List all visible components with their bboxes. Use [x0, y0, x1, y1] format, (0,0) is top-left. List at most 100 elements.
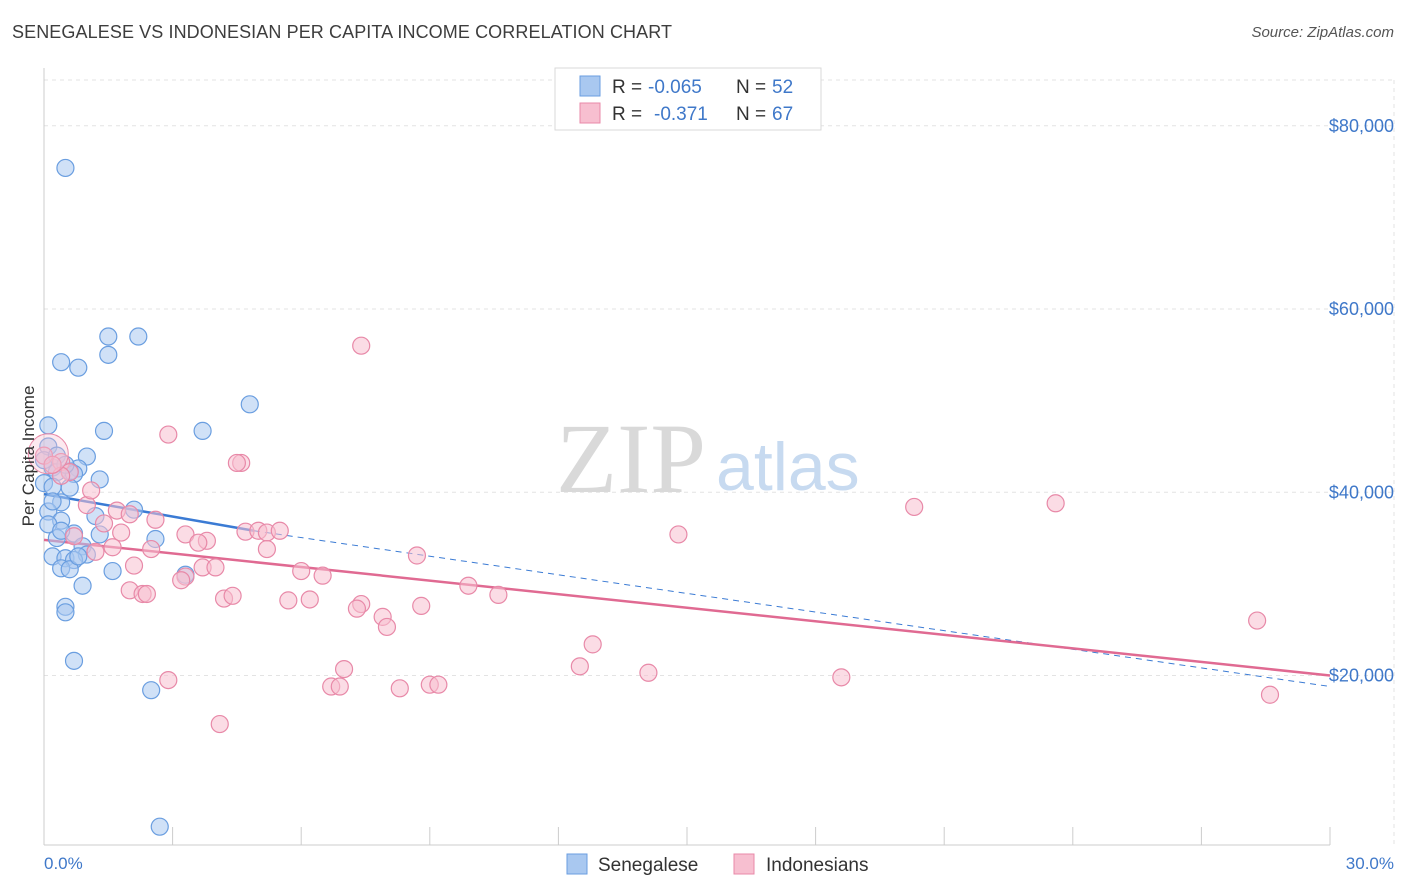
point-senegalese	[52, 353, 71, 372]
point-indonesians	[189, 533, 208, 552]
point-indonesians	[313, 566, 332, 585]
y-tick-labels: $20,000 $40,000 $60,000 $80,000	[1329, 116, 1394, 686]
point-indonesians	[459, 576, 478, 595]
point-indonesians	[334, 659, 354, 679]
point-indonesians	[330, 677, 349, 696]
trend-senegalese	[43, 492, 255, 532]
point-indonesians-large	[27, 433, 69, 475]
point-indonesians	[669, 525, 688, 544]
point-indonesians	[172, 571, 191, 590]
legend-r-value-2: -0.371	[654, 104, 708, 125]
point-senegalese	[64, 651, 84, 670]
y-tick-label: $80,000	[1329, 116, 1394, 136]
point-indonesians	[352, 336, 371, 355]
watermark-atlas: atlas	[716, 429, 860, 505]
point-indonesians	[142, 539, 161, 559]
point-indonesians	[429, 675, 448, 694]
point-indonesians	[257, 539, 277, 559]
point-senegalese	[56, 603, 75, 622]
trend-senegalese-extrapolated	[253, 530, 1331, 687]
chart-title: SENEGALESE VS INDONESIAN PER CAPITA INCO…	[12, 22, 673, 42]
point-indonesians	[1260, 685, 1280, 704]
y-axis-label: Per Capita Income	[19, 386, 38, 527]
point-indonesians	[227, 453, 246, 473]
trend-lines	[43, 492, 1331, 687]
top-legend: R = -0.065 N = 52 R = -0.371 N = 67	[554, 67, 822, 131]
bottom-legend-swatch-senegalese	[566, 853, 588, 875]
point-indonesians	[86, 542, 105, 561]
point-indonesians	[176, 525, 195, 544]
point-indonesians	[390, 679, 409, 698]
legend-n-value-1: 52	[772, 77, 793, 98]
point-senegalese	[39, 416, 58, 435]
trend-indonesians	[43, 538, 1331, 677]
point-indonesians	[583, 635, 602, 654]
point-indonesians	[64, 527, 84, 546]
point-indonesians	[270, 521, 289, 540]
point-senegalese	[129, 327, 148, 346]
point-senegalese	[150, 817, 169, 836]
point-indonesians	[639, 663, 658, 682]
point-indonesians	[407, 546, 427, 565]
point-senegalese	[56, 158, 75, 178]
point-indonesians	[412, 596, 431, 615]
point-indonesians	[159, 670, 178, 690]
point-indonesians	[292, 561, 311, 581]
point-indonesians	[146, 510, 165, 529]
point-indonesians	[112, 523, 131, 542]
point-senegalese	[240, 395, 259, 414]
point-indonesians	[210, 714, 229, 734]
bottom-legend: Senegalese Indonesians	[566, 853, 868, 876]
data-points	[27, 158, 1280, 836]
point-indonesians	[832, 668, 851, 687]
point-indonesians	[206, 558, 225, 577]
legend-swatch-indonesians	[579, 102, 601, 124]
point-indonesians	[347, 599, 367, 618]
bottom-legend-label-senegalese: Senegalese	[598, 855, 698, 876]
y-tick-label: $60,000	[1329, 299, 1394, 319]
point-senegalese	[99, 345, 118, 364]
point-indonesians	[137, 584, 156, 604]
bottom-legend-label-indonesians: Indonesians	[766, 855, 868, 876]
point-senegalese	[94, 421, 114, 440]
x-tick-min: 0.0%	[44, 854, 83, 873]
legend-n-label-1: N =	[736, 77, 766, 98]
point-indonesians	[905, 497, 924, 517]
point-indonesians	[94, 514, 114, 533]
point-indonesians	[1248, 611, 1267, 630]
legend-r-value-1: -0.065	[648, 77, 702, 98]
point-indonesians	[120, 505, 139, 524]
point-senegalese	[69, 547, 88, 566]
legend-n-label-2: N =	[736, 104, 766, 125]
point-indonesians	[124, 556, 144, 575]
point-senegalese	[103, 561, 122, 581]
point-senegalese	[73, 576, 92, 595]
y-tick-label: $20,000	[1329, 666, 1394, 686]
legend-r-label-2: R =	[612, 104, 642, 125]
point-senegalese	[99, 327, 118, 346]
point-senegalese	[69, 358, 88, 377]
point-indonesians	[223, 586, 242, 605]
point-senegalese	[193, 421, 212, 440]
point-indonesians	[82, 481, 101, 500]
point-indonesians	[279, 591, 298, 610]
point-indonesians	[103, 538, 122, 557]
point-senegalese	[43, 492, 62, 511]
legend-r-label-1: R =	[612, 77, 642, 98]
point-indonesians	[570, 657, 589, 676]
x-tick-max: 30.0%	[1346, 854, 1394, 873]
legend-swatch-senegalese	[579, 75, 601, 97]
axes	[43, 68, 1331, 846]
point-indonesians	[1046, 494, 1065, 513]
point-indonesians	[489, 585, 508, 604]
point-senegalese	[142, 681, 161, 700]
source-label: Source: ZipAtlas.com	[1251, 24, 1394, 41]
point-indonesians	[159, 425, 178, 444]
y-tick-label: $40,000	[1329, 482, 1394, 502]
point-indonesians	[300, 590, 319, 609]
watermark-zip: ZIP	[556, 403, 706, 514]
point-senegalese	[60, 560, 79, 579]
point-indonesians	[377, 617, 397, 637]
bottom-legend-swatch-indonesians	[733, 853, 755, 875]
